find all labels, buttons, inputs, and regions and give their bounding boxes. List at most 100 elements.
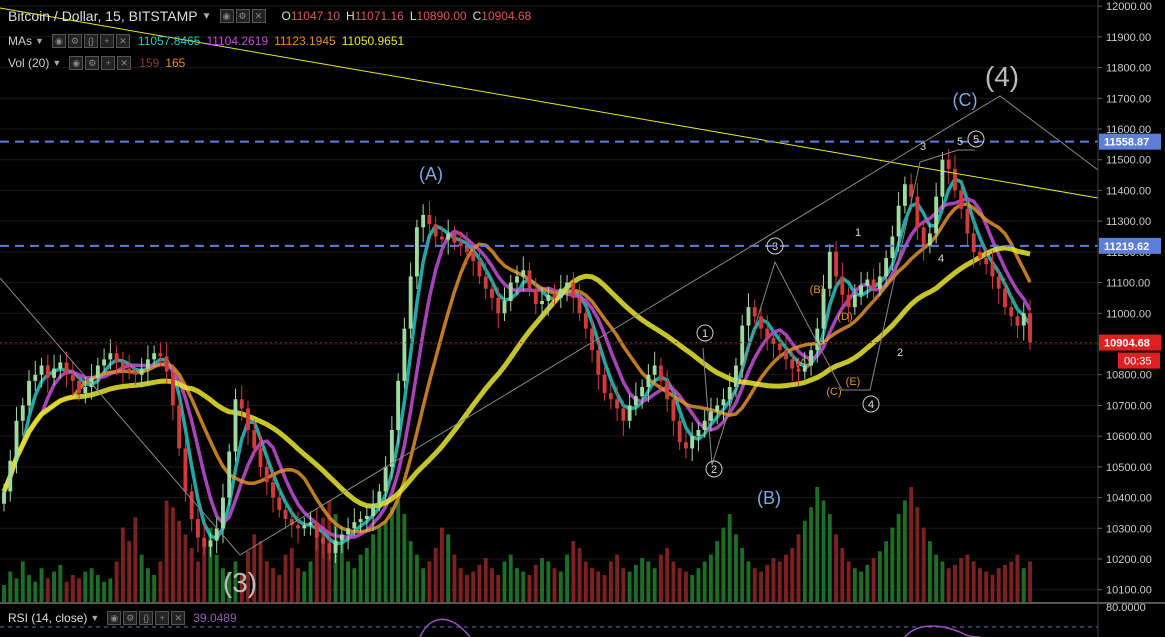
volume-bar xyxy=(565,554,569,602)
volume-bar xyxy=(446,534,451,602)
candle xyxy=(815,328,820,351)
volume-bar xyxy=(809,507,813,602)
candle xyxy=(158,353,163,357)
price-tick-label: 10800.00 xyxy=(1106,370,1152,382)
volume-bar xyxy=(246,551,250,602)
candle xyxy=(834,251,839,277)
volume-bar xyxy=(590,568,595,602)
volume-bar xyxy=(990,574,995,602)
price-tick-label: 10400.00 xyxy=(1106,493,1152,505)
candle xyxy=(202,537,207,547)
candle xyxy=(352,522,357,529)
candle xyxy=(477,261,482,277)
vol-label[interactable]: Vol (20) xyxy=(8,56,50,70)
chevron-down-icon[interactable]: ▼ xyxy=(35,36,44,46)
braces-icon[interactable]: {} xyxy=(139,611,154,625)
candle xyxy=(558,288,563,298)
orange-label-D: (D) xyxy=(837,311,852,323)
eye-icon[interactable]: ◉ xyxy=(107,611,122,625)
candle xyxy=(145,359,150,369)
close-icon[interactable]: ✕ xyxy=(115,34,130,48)
close-icon[interactable]: ✕ xyxy=(117,56,132,70)
candle xyxy=(715,405,720,412)
volume-bar xyxy=(302,571,307,602)
wave-label-B: (B) xyxy=(757,488,781,508)
rsi-label[interactable]: RSI (14, close) xyxy=(8,611,88,625)
symbol-legend: Bitcoin / Dollar, 15, BITSTAMP ▼ ◉ ⚙ ✕ O 11… xyxy=(8,8,531,24)
chevron-down-icon[interactable]: ▼ xyxy=(201,10,212,22)
volume-bar xyxy=(927,541,932,602)
volume-bar xyxy=(414,554,419,602)
candle xyxy=(58,362,63,369)
candle xyxy=(483,276,488,289)
subwave-1: 1 xyxy=(855,227,861,239)
candle xyxy=(427,215,432,225)
candle xyxy=(877,276,882,289)
eye-icon[interactable]: ◉ xyxy=(219,9,234,23)
price-tick-label: 11000.00 xyxy=(1106,308,1151,320)
wave-circle-4: 4 xyxy=(868,399,874,411)
candle xyxy=(152,353,157,360)
candle xyxy=(946,159,951,169)
candle xyxy=(940,159,945,197)
rsi-legend: RSI (14, close) ▼ ◉ ⚙{} + ✕ 39.0489 xyxy=(8,611,237,625)
candle xyxy=(921,227,926,246)
wave-circle-3-circle xyxy=(766,237,784,255)
volume-bar xyxy=(965,554,970,602)
mas-label[interactable]: MAs xyxy=(8,34,32,48)
candle xyxy=(621,408,626,421)
plus-icon[interactable]: + xyxy=(99,34,114,48)
volume-bar xyxy=(371,534,376,602)
volume-bar xyxy=(1021,568,1026,602)
candle xyxy=(408,276,413,329)
settings-icon[interactable]: ⚙ xyxy=(85,56,100,70)
candle xyxy=(665,380,670,400)
volume-bar xyxy=(846,561,851,602)
level2-price-tag: 11219.62 xyxy=(1104,241,1149,253)
plus-icon[interactable]: + xyxy=(155,611,170,625)
candle xyxy=(414,227,419,277)
candle xyxy=(978,251,982,258)
eye-icon[interactable]: ◉ xyxy=(51,34,66,48)
mas-buttons: ◉ ⚙{} + ✕ xyxy=(51,34,132,48)
candle xyxy=(458,242,463,246)
settings-icon[interactable]: ⚙ xyxy=(123,611,138,625)
close-value: 10904.68 xyxy=(481,9,532,23)
eye-icon[interactable]: ◉ xyxy=(69,56,84,70)
candle xyxy=(296,525,300,529)
volume-bar xyxy=(621,568,626,602)
vol-legend: Vol (20) ▼ ◉ ⚙ + ✕ 159 165 xyxy=(8,56,185,70)
candle xyxy=(1003,288,1007,308)
chevron-down-icon[interactable]: ▼ xyxy=(52,58,62,68)
volume-bar xyxy=(734,534,738,602)
settings-icon[interactable]: ⚙ xyxy=(235,9,250,23)
candle xyxy=(327,543,332,553)
volume-bar xyxy=(646,561,651,602)
candle xyxy=(389,430,394,467)
volume-bar xyxy=(615,554,620,602)
candle xyxy=(771,337,776,344)
candle xyxy=(258,448,263,467)
settings-icon[interactable]: ⚙ xyxy=(67,34,82,48)
chevron-down-icon[interactable]: ▼ xyxy=(90,613,100,623)
close-icon[interactable]: ✕ xyxy=(251,9,266,23)
volume-bar xyxy=(608,561,613,602)
close-icon[interactable]: ✕ xyxy=(171,611,186,625)
volume-bar xyxy=(177,520,182,602)
plus-icon[interactable]: + xyxy=(101,56,116,70)
volume-bar xyxy=(108,578,113,602)
volume-bar xyxy=(277,574,282,602)
volume-bar xyxy=(940,561,945,602)
volume-bar xyxy=(20,561,25,602)
candle xyxy=(658,365,663,381)
volume-bar xyxy=(239,574,244,602)
volume-bar xyxy=(458,568,463,602)
candle xyxy=(239,399,244,409)
volume-bar xyxy=(834,534,839,602)
volume-bar xyxy=(189,547,194,602)
braces-icon[interactable]: {} xyxy=(83,34,98,48)
candle xyxy=(884,258,889,277)
symbol-title[interactable]: Bitcoin / Dollar, 15, BITSTAMP xyxy=(8,8,198,24)
volume-bar xyxy=(271,568,275,602)
